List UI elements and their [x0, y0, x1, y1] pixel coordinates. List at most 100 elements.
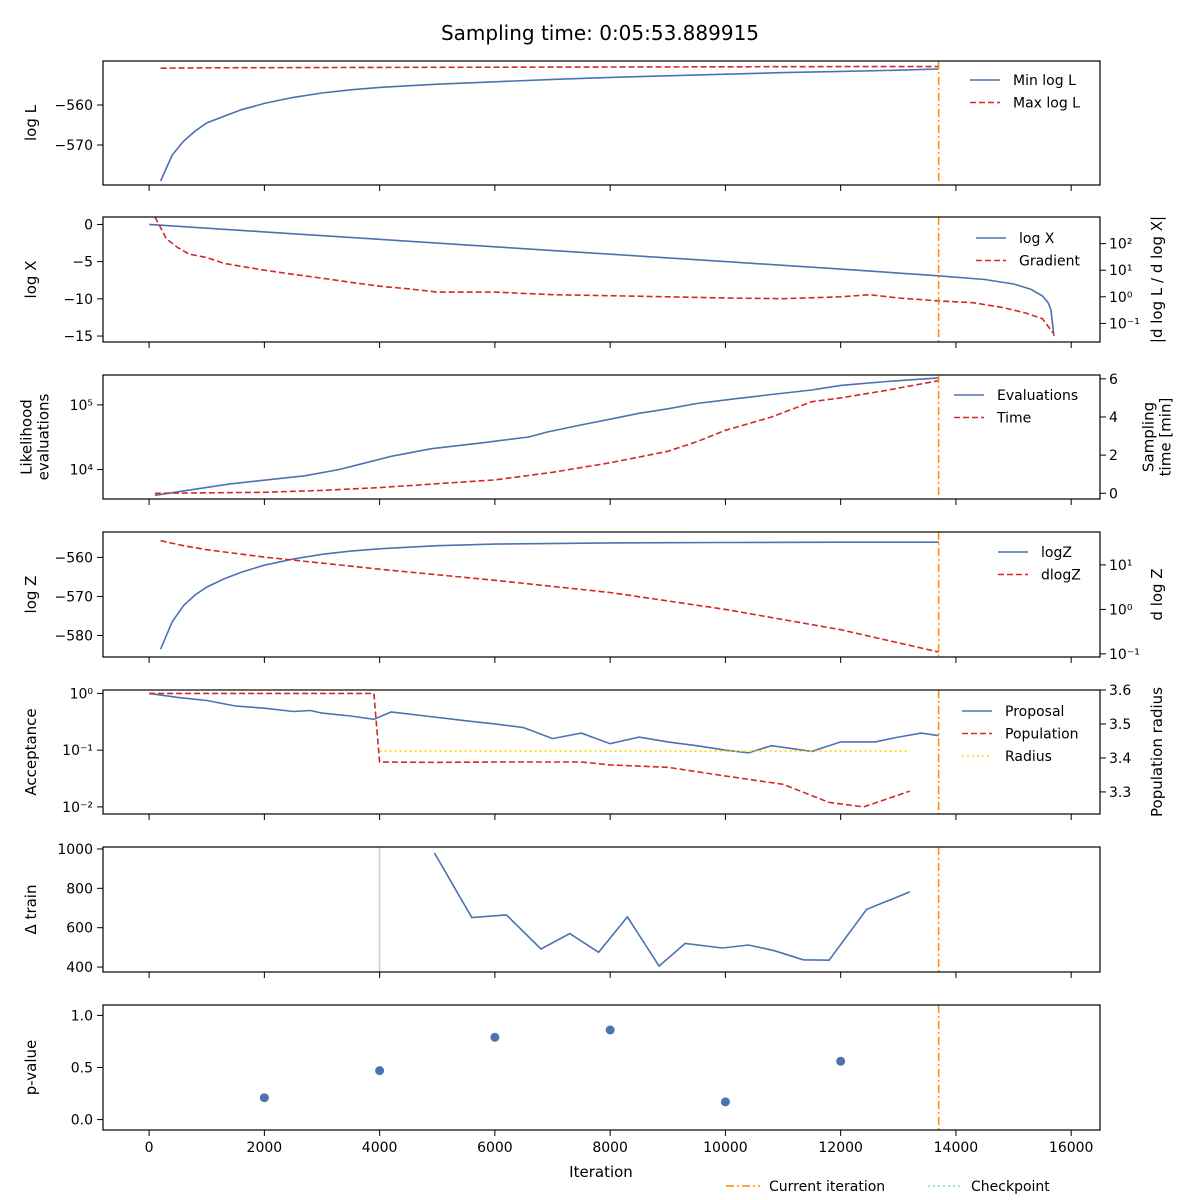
y-tick-label: −580 [55, 629, 93, 645]
x-tick-label: 16000 [1049, 1140, 1094, 1156]
y-tick-label: −570 [55, 138, 93, 154]
y2-axis-label: d log Z [1148, 568, 1166, 620]
plot-area [259, 1005, 940, 1130]
y-axis-label: log X [22, 261, 40, 299]
bottom-legend: Current iteration Checkpoint [726, 1179, 1050, 1195]
y-tick-label: −10 [63, 292, 93, 308]
panel-frame [102, 531, 1101, 658]
x-tick-label: 2000 [247, 1140, 283, 1156]
current-iteration-legend-label: Current iteration [769, 1179, 885, 1195]
panel-2: 0 −5 −10 −15 10² 10¹ 10⁰ 10⁻¹ log X |d log L / d … [22, 216, 1166, 348]
series-line-population [149, 692, 911, 808]
checkpoint-legend-label: Checkpoint [971, 1179, 1050, 1195]
y-tick-label: −560 [55, 98, 93, 114]
y-tick-label: 10⁵ [70, 398, 93, 414]
panel-frame [102, 374, 1101, 500]
figure-title: Sampling time: 0:05:53.889915 [441, 21, 759, 45]
legend-label: logZ [1041, 545, 1072, 561]
data-point [836, 1056, 846, 1066]
y-tick-label: 800 [66, 881, 93, 897]
y2-tick-label: 10⁰ [1109, 602, 1133, 618]
panel-4: −580 −570 −560 10¹ 10⁰ 10⁻¹ log Z d log Z logZ dl… [22, 531, 1166, 663]
y-tick-label: 0.5 [71, 1061, 93, 1077]
y2-tick-label: 10¹ [1109, 558, 1132, 574]
y2-tick-label: 2 [1109, 448, 1118, 464]
panel-3: 10⁴ 10⁵ 0 2 4 6 Likelihood evaluations Sampling t… [18, 372, 1175, 505]
y-tick-label: 10⁰ [70, 686, 94, 702]
y2-tick-label: 3.6 [1109, 683, 1131, 699]
panel-6: 400 600 800 1000 Δ train [22, 842, 1101, 978]
legend-label: Proposal [1005, 704, 1064, 720]
y-axis-label: Likelihood [18, 399, 36, 475]
legend-label: Min log L [1013, 73, 1076, 89]
data-point [720, 1097, 730, 1107]
y-tick-label: −15 [63, 329, 93, 345]
x-tick-label: 0 [145, 1140, 154, 1156]
y-axis-label: log Z [22, 576, 40, 614]
y-tick-label: 400 [66, 960, 93, 976]
y-axis-label: evaluations [35, 393, 53, 480]
y-tick-label: 1.0 [71, 1008, 93, 1024]
series-line-proposal [148, 692, 939, 754]
series-line-min-log-l [159, 68, 939, 182]
y2-tick-label: 6 [1109, 372, 1118, 388]
legend-label: Max log L [1013, 96, 1080, 112]
x-tick-label: 10000 [703, 1140, 748, 1156]
x-tick-label: 4000 [362, 1140, 398, 1156]
legend-label: Time [996, 411, 1031, 427]
series-line-evaluations [154, 377, 939, 497]
x-tick-label: 6000 [477, 1140, 513, 1156]
panel-frame [102, 1004, 1101, 1131]
data-point [259, 1093, 269, 1103]
y-tick-label: −560 [55, 550, 93, 566]
y2-tick-label: 3.3 [1109, 785, 1131, 801]
y2-tick-label: 3.5 [1109, 717, 1131, 733]
series-line-0 [433, 852, 911, 968]
plot-area [159, 61, 940, 185]
legend-label: dlogZ [1041, 568, 1081, 584]
panel-frame [102, 846, 1101, 973]
y-axis-label: Δ train [22, 885, 40, 935]
panel-5: 10⁻² 10⁻¹ 10⁰ 3.3 3.4 3.5 3.6 Acceptance Populat… [22, 683, 1166, 820]
panel-frame [102, 689, 1101, 815]
y-axis-label: log L [22, 104, 40, 141]
y2-tick-label: 10⁻¹ [1109, 647, 1140, 663]
y-tick-label: −5 [72, 255, 93, 271]
y-tick-label: 0.0 [71, 1113, 93, 1129]
series-line-log-x [149, 223, 1055, 337]
series-line-time [154, 379, 939, 495]
plot-area [149, 217, 1055, 342]
x-tick-label: 12000 [818, 1140, 863, 1156]
y2-tick-label: 0 [1109, 486, 1118, 502]
series-line-max-log-l [160, 65, 939, 69]
x-tick-label: 14000 [934, 1140, 979, 1156]
y-tick-label: 0 [84, 217, 93, 233]
y2-tick-label: 10¹ [1109, 263, 1132, 279]
y2-axis-label: Sampling [1140, 402, 1158, 472]
data-point [490, 1032, 500, 1042]
x-axis-label: Iteration [569, 1163, 633, 1181]
plot-area [148, 690, 940, 814]
data-point [605, 1025, 615, 1035]
y-axis-label: Acceptance [22, 708, 40, 795]
y2-axis-label: |d log L / d log X| [1148, 216, 1166, 343]
panel-frame [102, 60, 1101, 186]
legend-label: Evaluations [997, 388, 1078, 404]
y2-axis-label: time [min] [1157, 398, 1175, 477]
plot-area [159, 532, 940, 657]
y-tick-label: 10⁴ [70, 463, 94, 479]
y-tick-label: −570 [55, 589, 93, 605]
legend-label: Radius [1005, 749, 1052, 765]
y2-axis-label: Population radius [1148, 687, 1166, 817]
data-point [375, 1066, 385, 1076]
series-line-logz [159, 541, 939, 650]
legend-label: log X [1019, 231, 1055, 247]
y2-tick-label: 10⁻¹ [1109, 316, 1140, 332]
y2-tick-label: 10⁰ [1109, 290, 1133, 306]
series-line-gradient [154, 217, 1055, 335]
y-tick-label: 10⁻² [62, 800, 93, 816]
x-tick-label: 8000 [592, 1140, 628, 1156]
y-tick-label: 10⁻¹ [62, 743, 93, 759]
panel-frame [102, 216, 1101, 343]
y-tick-label: 1000 [57, 842, 93, 858]
